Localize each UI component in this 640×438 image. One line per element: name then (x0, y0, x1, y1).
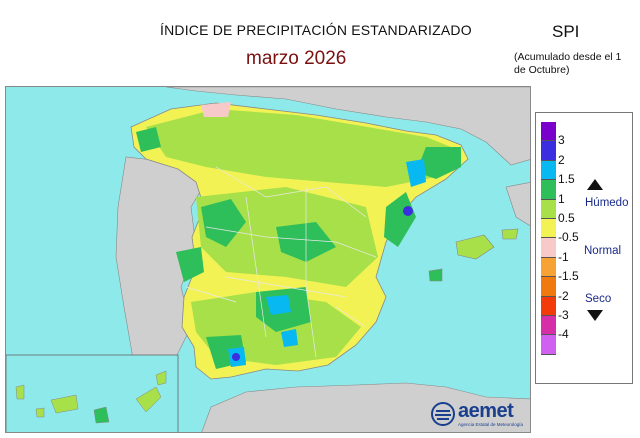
very-wet-3 (281, 329, 298, 347)
wet-arrow-icon (587, 179, 603, 190)
legend-tick: -3 (558, 308, 569, 322)
canary-gran-canaria (93, 406, 110, 424)
legend-color-11 (541, 335, 556, 355)
index-label: SPI (552, 22, 580, 41)
canary-lanzarote (155, 370, 167, 386)
map-subtitle: marzo 2026 (246, 48, 347, 69)
legend-tick: -2 (558, 288, 569, 303)
slight-dry-north (201, 102, 231, 117)
legend-tick: 2 (558, 152, 565, 167)
aemet-logo-text: aemet (458, 400, 514, 422)
dry-label: Seco (585, 293, 612, 305)
legend-color-4 (541, 199, 556, 219)
legend-tick: -1.5 (558, 269, 579, 284)
legend-color-6 (541, 238, 556, 258)
wet-zone-7 (136, 127, 161, 152)
legend-color-0 (541, 122, 556, 142)
spi-map-svg (6, 87, 530, 432)
very-wet-2 (266, 295, 291, 315)
legend-tick: -4 (558, 327, 569, 342)
legend-tick: 3 (558, 133, 565, 148)
legend-color-8 (541, 277, 556, 297)
slight-wet-north (146, 109, 456, 187)
canary-fuerteventura (135, 386, 162, 413)
legend-color-9 (541, 296, 556, 316)
very-wet-1 (406, 159, 426, 187)
legend-tick: 1 (558, 191, 565, 206)
legend-tick: 1.5 (558, 172, 575, 187)
map-title: ÍNDICE DE PRECIPITACIÓN ESTANDARIZADO (160, 22, 472, 38)
aemet-logo-subtitle: Agencia Estatal de Meteorología (458, 422, 524, 427)
legend-color-5 (541, 218, 556, 239)
legend-color-3 (541, 180, 556, 200)
italy-corner (505, 182, 530, 227)
extreme-wet-1 (403, 206, 413, 216)
spi-map (5, 86, 531, 433)
extreme-wet-2 (232, 353, 240, 361)
dry-arrow-icon (587, 310, 603, 321)
legend-color-10 (541, 315, 556, 336)
wet-zone-1 (201, 199, 246, 247)
legend-tick: 0.5 (558, 211, 575, 225)
wet-label: Húmedo (585, 197, 629, 209)
canary-la-gomera (35, 407, 45, 418)
canary-tenerife (50, 394, 79, 414)
wet-zone-3 (384, 192, 416, 247)
wet-zone-4 (416, 147, 461, 179)
accumulation-note: (Acumulado desde el 1 de Octubre) (514, 51, 622, 76)
wet-zone-8 (176, 247, 204, 282)
legend-color-7 (541, 257, 556, 278)
admin-boundaries (185, 166, 377, 358)
legend-tick: -1 (558, 249, 569, 264)
menorca (501, 228, 519, 240)
legend: 3 2 1.5 1 0.5 -0.5 -1 -1.5 -2 -3 -4 Húmedo Normal … (535, 112, 633, 384)
legend-color-1 (541, 141, 556, 161)
ibiza (428, 268, 443, 282)
legend-tick: -0.5 (558, 230, 579, 245)
mallorca (455, 234, 495, 260)
france-landmass (165, 87, 530, 166)
legend-colorbar (541, 122, 556, 355)
legend-color-2 (541, 160, 556, 181)
canary-la-palma (15, 384, 25, 400)
normal-label: Normal (584, 245, 622, 257)
aemet-logo-icon (431, 402, 455, 426)
